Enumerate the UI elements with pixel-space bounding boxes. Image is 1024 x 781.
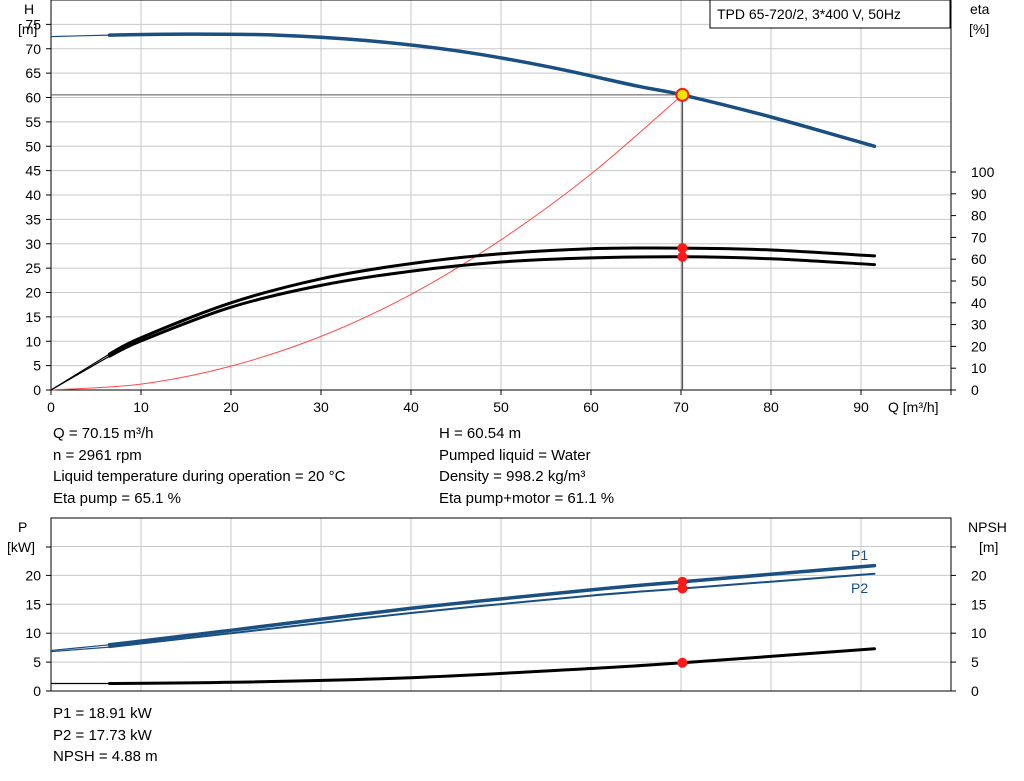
liquid-temperature-readout: Liquid temperature during operation = 20… xyxy=(53,468,346,485)
npsh-tick-label: 10 xyxy=(971,625,987,641)
eta-tick-label: 80 xyxy=(971,208,987,224)
eta-tick-label: 100 xyxy=(971,164,995,180)
p1-curve xyxy=(107,563,877,647)
h-tick-label: 15 xyxy=(25,309,41,325)
q-tick-label: 80 xyxy=(763,399,779,415)
h-tick-label: 5 xyxy=(33,358,41,374)
q-tick-label: 40 xyxy=(403,399,419,415)
q-tick-label: 50 xyxy=(493,399,509,415)
flow-readout: Q = 70.15 m³/h xyxy=(53,425,154,442)
operating-info-left: Q = 70.15 m³/h n = 2961 rpm Liquid tempe… xyxy=(53,423,345,509)
p1-readout: P1 = 18.91 kW xyxy=(53,705,152,722)
npsh-tick-label: 15 xyxy=(971,596,987,612)
eta-pump-motor-curve xyxy=(108,255,876,358)
eta-tick-label: 20 xyxy=(971,338,987,354)
head-curve xyxy=(107,32,877,149)
p2-curve xyxy=(108,572,876,649)
chart-title-box xyxy=(709,0,951,29)
p2-point xyxy=(677,583,688,594)
p-tick-label: 5 xyxy=(33,654,41,670)
p2-curve-extension xyxy=(50,646,110,653)
eta-tick-label: 70 xyxy=(971,229,987,245)
npsh-point xyxy=(677,657,688,668)
q-tick-label: 10 xyxy=(133,399,149,415)
eta-pump-point xyxy=(677,243,688,254)
eta-pump-motor-point xyxy=(677,251,688,262)
h-tick-label: 45 xyxy=(25,163,41,179)
power-npsh-chart: 0 5 10 15 20 0 5 10 15 20 P [kW] NPSH [m] P1 P2 xyxy=(7,517,1007,699)
npsh-axis-unit: [m] xyxy=(979,539,998,555)
h-tick-label: 60 xyxy=(25,90,41,106)
q-tick-label: 60 xyxy=(583,399,599,415)
q-tick-label: 30 xyxy=(313,399,329,415)
eta-axis-unit: [%] xyxy=(969,21,989,37)
h-tick-label: 40 xyxy=(25,187,41,203)
eta-pump-curve xyxy=(108,246,876,356)
eta-tick-label: 90 xyxy=(971,186,987,202)
eta-axis-label: eta xyxy=(970,1,990,17)
h-tick-label: 10 xyxy=(25,333,41,349)
h-tick-label: 70 xyxy=(25,41,41,57)
power-info: P1 = 18.91 kW P2 = 17.73 kW NPSH = 4.88 … xyxy=(53,703,158,768)
operating-info-right: H = 60.54 m Pumped liquid = Water Densit… xyxy=(439,423,614,509)
eta-pump-motor-curve-extension xyxy=(50,355,110,391)
p-axis-unit: [kW] xyxy=(7,539,35,555)
h-tick-label: 50 xyxy=(25,138,41,154)
p-tick-label: 15 xyxy=(25,596,41,612)
head-readout: H = 60.54 m xyxy=(439,425,522,442)
q-tick-label: 70 xyxy=(673,399,689,415)
npsh-tick-label: 5 xyxy=(971,654,979,670)
h-axis-unit: [m] xyxy=(18,21,37,37)
h-tick-label: 25 xyxy=(25,260,41,276)
speed-readout: n = 2961 rpm xyxy=(53,446,142,464)
npsh-tick-label: 20 xyxy=(971,567,987,583)
p1-curve-label: P1 xyxy=(851,547,868,563)
p-axis-label: P xyxy=(18,519,27,535)
performance-chart: 0 5 10 15 20 25 30 35 40 45 50 55 60 65 70 75 0 10 20 30 40 5… xyxy=(18,0,995,415)
density-readout: Density = 998.2 kg/m³ xyxy=(439,468,586,485)
eta-tick-label: 60 xyxy=(971,251,987,267)
eta-tick-label: 0 xyxy=(971,382,979,398)
eta-tick-label: 10 xyxy=(971,360,987,376)
npsh-readout: NPSH = 4.88 m xyxy=(53,748,158,765)
h-tick-label: 65 xyxy=(25,65,41,81)
q-tick-label: 90 xyxy=(853,399,869,415)
duty-point xyxy=(675,87,690,102)
q-axis-label: Q [m³/h] xyxy=(888,399,939,415)
h-tick-label: 30 xyxy=(25,236,41,252)
npsh-tick-label: 0 xyxy=(971,683,979,699)
eta-tick-label: 50 xyxy=(971,273,987,289)
p-tick-label: 0 xyxy=(33,683,41,699)
h-tick-label: 0 xyxy=(33,382,41,398)
system-curve xyxy=(50,94,683,391)
h-axis-label: H xyxy=(24,1,34,17)
eta-pump-motor-readout: Eta pump+motor = 61.1 % xyxy=(439,489,615,507)
p-tick-label: 10 xyxy=(25,625,41,641)
q-tick-label: 0 xyxy=(47,399,55,415)
h-tick-label: 35 xyxy=(25,211,41,227)
q-tick-label: 20 xyxy=(223,399,239,415)
p1-curve-extension xyxy=(50,644,110,652)
chart-title: TPD 65-720/2, 3*400 V, 50Hz xyxy=(717,6,901,22)
h-tick-label: 75 xyxy=(25,16,41,32)
h-tick-label: 20 xyxy=(25,285,41,301)
eta-tick-label: 40 xyxy=(971,295,987,311)
p-tick-label: 20 xyxy=(25,567,41,583)
eta-pump-readout: Eta pump = 65.1 % xyxy=(53,489,181,507)
eta-tick-label: 30 xyxy=(971,317,987,333)
npsh-axis-label: NPSH xyxy=(968,519,1007,535)
head-curve-extension xyxy=(50,34,110,38)
p2-readout: P2 = 17.73 kW xyxy=(53,726,152,744)
p2-curve-label: P2 xyxy=(851,580,868,596)
pumped-liquid-readout: Pumped liquid = Water xyxy=(439,446,591,464)
h-tick-label: 55 xyxy=(25,114,41,130)
npsh-curve xyxy=(108,647,876,685)
